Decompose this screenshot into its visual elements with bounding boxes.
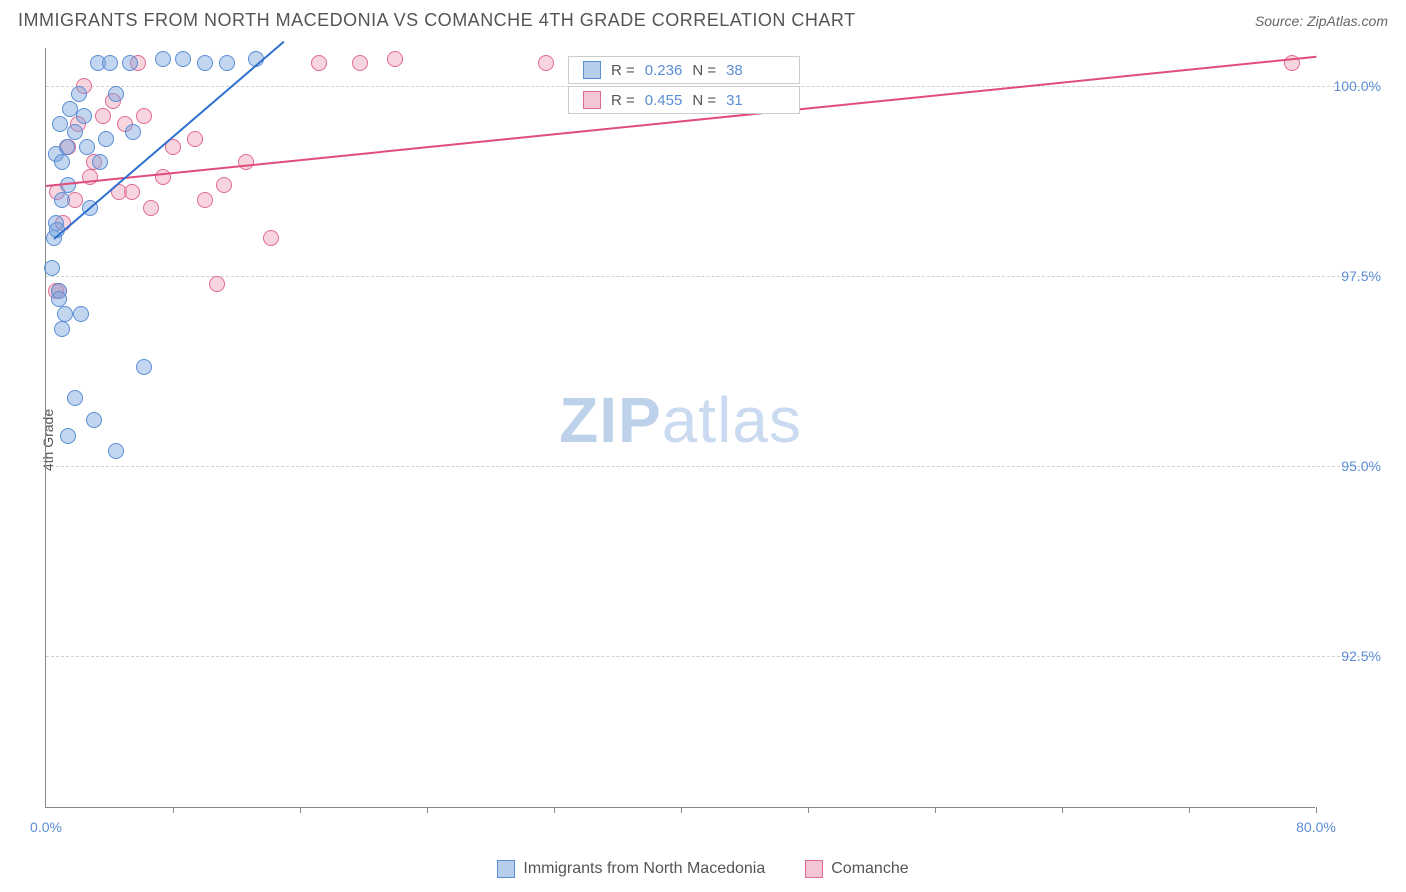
- plot-area: ZIPatlas 100.0%97.5%95.0%92.5%0.0%80.0%R…: [45, 48, 1315, 808]
- data-point: [73, 306, 89, 322]
- data-point: [216, 177, 232, 193]
- x-tick-label: 0.0%: [30, 819, 62, 835]
- x-tick: [300, 807, 301, 813]
- legend-n-value: 38: [726, 62, 743, 79]
- gridline: [46, 276, 1375, 277]
- legend-r-value: 0.236: [645, 62, 683, 79]
- data-point: [76, 108, 92, 124]
- correlation-legend-row: R = 0.236 N = 38: [568, 56, 800, 84]
- y-tick-label: 95.0%: [1341, 458, 1381, 474]
- watermark: ZIPatlas: [559, 383, 802, 457]
- series-legend: Immigrants from North Macedonia Comanche: [0, 860, 1406, 878]
- data-point: [219, 55, 235, 71]
- swatch-pink-icon: [805, 860, 823, 878]
- x-tick: [681, 807, 682, 813]
- legend-pink-label: Comanche: [831, 860, 908, 878]
- data-point: [136, 108, 152, 124]
- chart-container: 4th Grade ZIPatlas 100.0%97.5%95.0%92.5%…: [45, 48, 1388, 832]
- legend-blue-label: Immigrants from North Macedonia: [523, 860, 765, 878]
- x-tick: [1316, 807, 1317, 813]
- data-point: [387, 51, 403, 67]
- legend-item-blue: Immigrants from North Macedonia: [497, 860, 765, 878]
- x-tick: [808, 807, 809, 813]
- data-point: [352, 55, 368, 71]
- data-point: [52, 116, 68, 132]
- data-point: [124, 184, 140, 200]
- legend-r-label: R =: [611, 92, 635, 109]
- data-point: [44, 260, 60, 276]
- x-tick: [427, 807, 428, 813]
- data-point: [54, 192, 70, 208]
- y-tick-label: 97.5%: [1341, 268, 1381, 284]
- data-point: [71, 86, 87, 102]
- data-point: [102, 55, 118, 71]
- data-point: [57, 306, 73, 322]
- data-point: [197, 55, 213, 71]
- data-point: [59, 139, 75, 155]
- legend-r-value: 0.455: [645, 92, 683, 109]
- data-point: [197, 192, 213, 208]
- data-point: [98, 131, 114, 147]
- chart-title: IMMIGRANTS FROM NORTH MACEDONIA VS COMAN…: [18, 10, 856, 31]
- data-point: [108, 86, 124, 102]
- legend-n-value: 31: [726, 92, 743, 109]
- data-point: [60, 428, 76, 444]
- data-point: [209, 276, 225, 292]
- x-tick: [173, 807, 174, 813]
- data-point: [86, 412, 102, 428]
- data-point: [54, 321, 70, 337]
- legend-n-label: N =: [692, 62, 716, 79]
- gridline: [46, 656, 1375, 657]
- legend-n-label: N =: [692, 92, 716, 109]
- data-point: [136, 359, 152, 375]
- y-tick-label: 100.0%: [1334, 78, 1381, 94]
- data-point: [108, 443, 124, 459]
- x-tick-label: 80.0%: [1296, 819, 1336, 835]
- legend-item-pink: Comanche: [805, 860, 908, 878]
- data-point: [54, 154, 70, 170]
- legend-r-label: R =: [611, 62, 635, 79]
- data-point: [238, 154, 254, 170]
- x-tick: [554, 807, 555, 813]
- swatch-pink-icon: [583, 91, 601, 109]
- data-point: [122, 55, 138, 71]
- data-point: [51, 291, 67, 307]
- data-point: [311, 55, 327, 71]
- x-tick: [935, 807, 936, 813]
- x-tick: [1062, 807, 1063, 813]
- swatch-blue-icon: [497, 860, 515, 878]
- correlation-legend-row: R = 0.455 N = 31: [568, 86, 800, 114]
- data-point: [125, 124, 141, 140]
- x-tick: [1189, 807, 1190, 813]
- data-point: [155, 51, 171, 67]
- data-point: [187, 131, 203, 147]
- gridline: [46, 466, 1375, 467]
- data-point: [175, 51, 191, 67]
- source-attribution: Source: ZipAtlas.com: [1255, 13, 1388, 29]
- data-point: [538, 55, 554, 71]
- data-point: [95, 108, 111, 124]
- swatch-blue-icon: [583, 61, 601, 79]
- data-point: [67, 124, 83, 140]
- data-point: [263, 230, 279, 246]
- data-point: [67, 390, 83, 406]
- data-point: [143, 200, 159, 216]
- y-tick-label: 92.5%: [1341, 648, 1381, 664]
- data-point: [79, 139, 95, 155]
- data-point: [92, 154, 108, 170]
